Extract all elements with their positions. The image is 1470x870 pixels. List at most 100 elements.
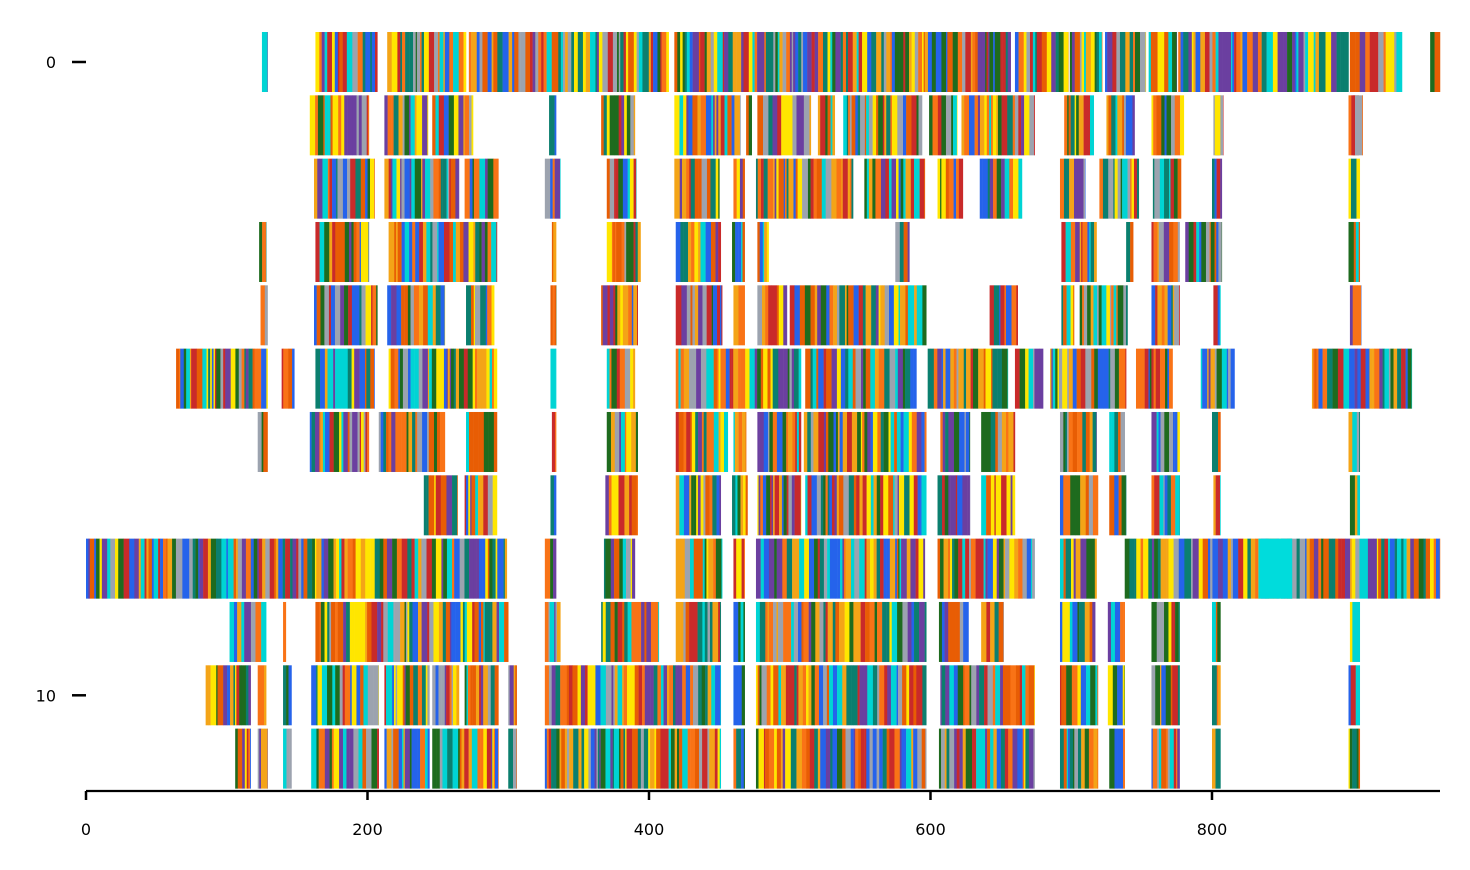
- heatmap-cell: [1315, 32, 1320, 92]
- heatmap-cell: [929, 95, 933, 156]
- heatmap-cell: [1357, 475, 1360, 536]
- heatmap-cell: [513, 665, 516, 726]
- heatmap-cell: [443, 538, 448, 599]
- heatmap-cell: [964, 665, 970, 726]
- heatmap-cell: [366, 348, 371, 409]
- heatmap-cell: [360, 158, 366, 219]
- heatmap-cell: [605, 728, 611, 789]
- heatmap-cell: [544, 601, 549, 662]
- heatmap-cell: [994, 475, 996, 536]
- heatmap-cell: [554, 601, 556, 662]
- heatmap-cell: [410, 285, 415, 346]
- heatmap-segment: [1348, 411, 1361, 472]
- heatmap-cell: [166, 538, 168, 599]
- heatmap-cell: [883, 32, 887, 92]
- heatmap-cell: [950, 348, 955, 409]
- heatmap-cell: [388, 348, 391, 409]
- heatmap-cell: [1081, 221, 1083, 282]
- heatmap-cell: [377, 728, 379, 789]
- heatmap-cell: [454, 538, 460, 599]
- heatmap-cell: [633, 221, 636, 282]
- heatmap-cell: [214, 348, 217, 409]
- heatmap-segment: [1151, 285, 1180, 346]
- heatmap-cell: [913, 665, 917, 726]
- heatmap-cell: [780, 728, 783, 789]
- heatmap-cell: [606, 348, 610, 409]
- heatmap-cell: [721, 538, 723, 599]
- heatmap-cell: [453, 32, 459, 92]
- heatmap-cell: [1209, 221, 1212, 282]
- heatmap-cell: [1243, 538, 1248, 599]
- heatmap-cell: [742, 221, 745, 282]
- heatmap-cell: [629, 158, 634, 219]
- heatmap-cell: [814, 538, 818, 599]
- heatmap-cell: [1272, 32, 1278, 92]
- heatmap-cell: [418, 348, 423, 409]
- heatmap-cell: [562, 665, 568, 726]
- heatmap-cell: [378, 411, 382, 472]
- heatmap-cell: [693, 665, 699, 726]
- heatmap-cell: [811, 475, 818, 536]
- heatmap-cell: [1032, 32, 1036, 92]
- heatmap-cell: [1151, 348, 1154, 409]
- heatmap-cell: [433, 601, 440, 662]
- heatmap-cell: [636, 32, 640, 92]
- heatmap-cell: [902, 348, 906, 409]
- heatmap-cell: [1227, 538, 1232, 599]
- heatmap-cell: [514, 728, 517, 789]
- heatmap-cell: [1173, 538, 1180, 599]
- heatmap-cell: [831, 475, 835, 536]
- heatmap-cell: [898, 285, 901, 346]
- heatmap-cell: [994, 601, 999, 662]
- heatmap-cell: [290, 538, 293, 599]
- heatmap-cell: [1153, 348, 1156, 409]
- heatmap-cell: [972, 348, 979, 409]
- heatmap-cell: [803, 95, 810, 156]
- heatmap-cell: [107, 538, 111, 599]
- heatmap-cell: [924, 411, 927, 472]
- heatmap-cell: [720, 411, 725, 472]
- heatmap-cell: [612, 728, 615, 789]
- heatmap-cell: [937, 348, 942, 409]
- heatmap-cell: [487, 221, 492, 282]
- heatmap-cell: [1084, 728, 1090, 789]
- heatmap-cell: [1086, 538, 1091, 599]
- heatmap-cell: [337, 32, 340, 92]
- heatmap-cell: [314, 538, 317, 599]
- heatmap-cell: [903, 95, 907, 156]
- heatmap-cell: [374, 285, 377, 346]
- heatmap-cell: [1258, 538, 1293, 599]
- heatmap-segment: [1349, 601, 1361, 662]
- heatmap-cell: [916, 411, 922, 472]
- heatmap-cell: [411, 158, 416, 219]
- heatmap-cell: [1123, 601, 1125, 662]
- heatmap-cell: [1132, 95, 1135, 156]
- heatmap-cell: [907, 285, 912, 346]
- heatmap-cell: [683, 348, 690, 409]
- heatmap-cell: [1123, 348, 1126, 409]
- heatmap-cell: [720, 665, 722, 726]
- heatmap-cell: [917, 728, 922, 789]
- heatmap-cell: [1117, 665, 1123, 726]
- heatmap-cell: [932, 95, 939, 156]
- heatmap-cell: [699, 728, 703, 789]
- heatmap-segment: [1061, 285, 1075, 346]
- heatmap-cell: [1110, 348, 1116, 409]
- heatmap-segment: [757, 95, 812, 156]
- heatmap-cell: [1195, 32, 1201, 92]
- heatmap-cell: [1378, 538, 1382, 599]
- heatmap-cell: [675, 285, 682, 346]
- heatmap-cell: [1356, 601, 1361, 662]
- heatmap-cell: [975, 32, 978, 92]
- heatmap-cell: [1369, 32, 1374, 92]
- heatmap-cell: [467, 348, 473, 409]
- heatmap-cell: [733, 411, 736, 472]
- heatmap-cell: [1308, 32, 1314, 92]
- heatmap-cell: [818, 411, 825, 472]
- heatmap-cell: [186, 348, 191, 409]
- heatmap-cell: [698, 665, 701, 726]
- heatmap-cell: [1165, 348, 1168, 409]
- heatmap-cell: [359, 601, 366, 662]
- heatmap-cell: [353, 728, 359, 789]
- heatmap-cell: [602, 32, 609, 92]
